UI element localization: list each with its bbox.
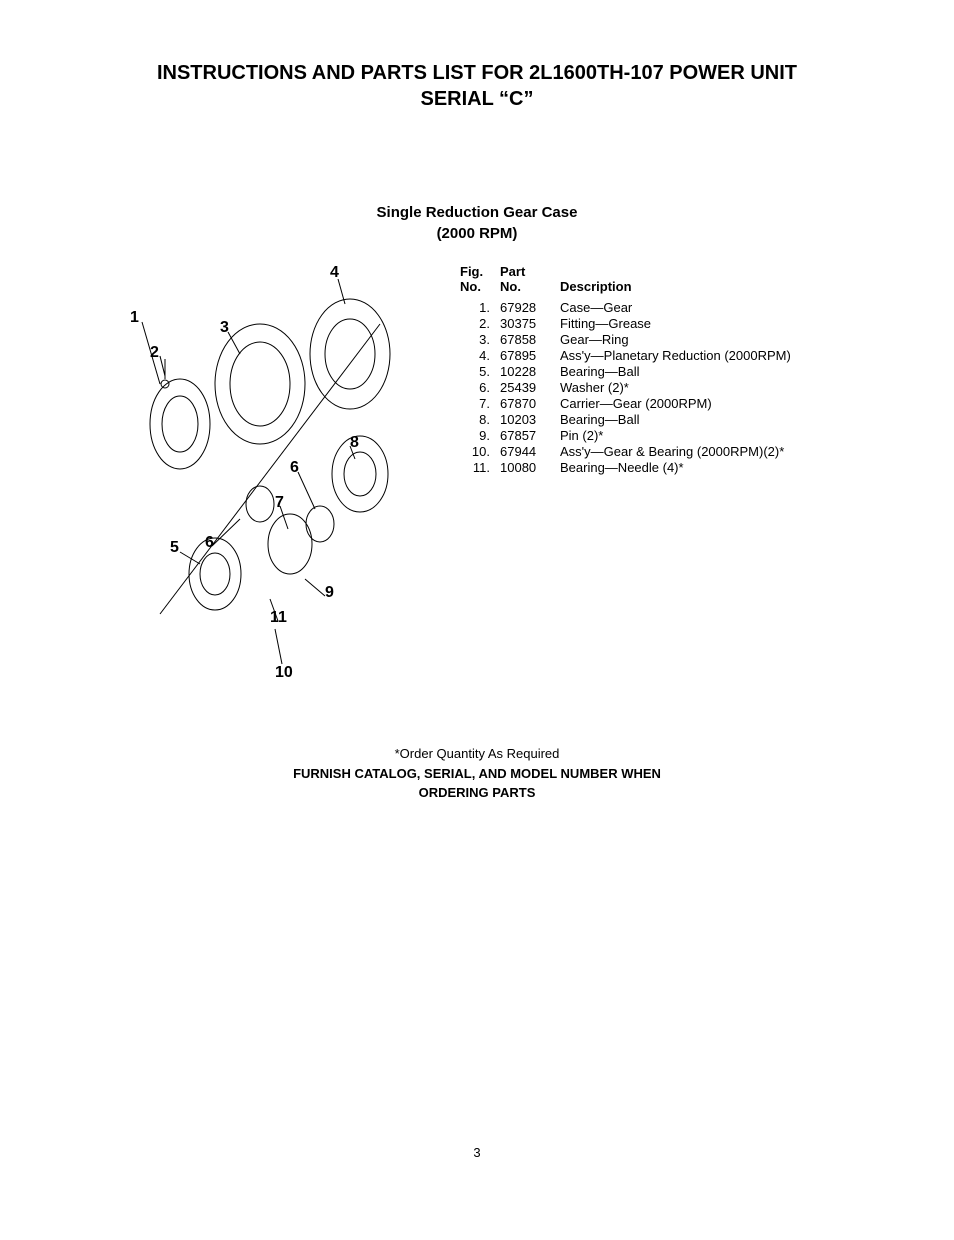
table-row: 8.10203Bearing—Ball — [460, 412, 801, 428]
diagram-callout: 10 — [275, 664, 293, 682]
col-header-part: PartNo. — [500, 264, 560, 300]
cell-fig: 9. — [460, 428, 500, 444]
diagram-callout: 2 — [150, 344, 159, 362]
table-row: 9.67857Pin (2)* — [460, 428, 801, 444]
cell-desc: Washer (2)* — [560, 380, 801, 396]
page-number: 3 — [120, 1145, 834, 1160]
cell-fig: 11. — [460, 460, 500, 476]
cell-fig: 1. — [460, 300, 500, 316]
cell-part: 25439 — [500, 380, 560, 396]
diagram-callout: 6 — [205, 534, 214, 552]
diagram-callout: 9 — [325, 584, 334, 602]
table-row: 11.10080Bearing—Needle (4)* — [460, 460, 801, 476]
diagram-callout: 5 — [170, 539, 179, 557]
col-header-desc: Description — [560, 264, 801, 300]
page-title: INSTRUCTIONS AND PARTS LIST FOR 2L1600TH… — [120, 60, 834, 112]
cell-desc: Ass'y—Planetary Reduction (2000RPM) — [560, 348, 801, 364]
cell-desc: Fitting—Grease — [560, 316, 801, 332]
table-row: 3.67858Gear—Ring — [460, 332, 801, 348]
cell-part: 67944 — [500, 444, 560, 460]
cell-part: 67895 — [500, 348, 560, 364]
table-row: 1.67928Case—Gear — [460, 300, 801, 316]
cell-fig: 7. — [460, 396, 500, 412]
cell-desc: Bearing—Ball — [560, 412, 801, 428]
diagram-callout: 3 — [220, 319, 229, 337]
cell-desc: Bearing—Needle (4)* — [560, 460, 801, 476]
diagram-callout: 4 — [330, 264, 339, 282]
cell-part: 67870 — [500, 396, 560, 412]
cell-desc: Carrier—Gear (2000RPM) — [560, 396, 801, 412]
cell-fig: 5. — [460, 364, 500, 380]
cell-part: 67858 — [500, 332, 560, 348]
cell-fig: 4. — [460, 348, 500, 364]
diagram-callout: 7 — [275, 494, 284, 512]
cell-part: 10080 — [500, 460, 560, 476]
cell-part: 10203 — [500, 412, 560, 428]
cell-fig: 6. — [460, 380, 500, 396]
parts-list-table: Fig.No. PartNo. Description 1.67928Case—… — [460, 264, 834, 476]
diagram-callout: 8 — [350, 434, 359, 452]
cell-fig: 10. — [460, 444, 500, 460]
cell-part: 30375 — [500, 316, 560, 332]
cell-part: 67928 — [500, 300, 560, 316]
cell-desc: Bearing—Ball — [560, 364, 801, 380]
section-title-line-1: Single Reduction Gear Case — [120, 202, 834, 223]
diagram-callout: 1 — [130, 309, 139, 327]
footnote-ordering-2: ORDERING PARTS — [120, 783, 834, 803]
exploded-diagram: 41328676591110 — [120, 264, 420, 684]
table-row: 5.10228Bearing—Ball — [460, 364, 801, 380]
title-line-2: SERIAL “C” — [120, 86, 834, 112]
diagram-callout: 11 — [270, 609, 287, 627]
section-title: Single Reduction Gear Case (2000 RPM) — [120, 202, 834, 244]
col-header-fig: Fig.No. — [460, 264, 500, 300]
title-line-1: INSTRUCTIONS AND PARTS LIST FOR 2L1600TH… — [120, 60, 834, 86]
footnote-qty: *Order Quantity As Required — [120, 744, 834, 764]
cell-desc: Pin (2)* — [560, 428, 801, 444]
cell-fig: 3. — [460, 332, 500, 348]
parts-list-body: 1.67928Case—Gear2.30375Fitting—Grease3.6… — [460, 300, 801, 476]
cell-fig: 2. — [460, 316, 500, 332]
cell-desc: Gear—Ring — [560, 332, 801, 348]
table-row: 7.67870Carrier—Gear (2000RPM) — [460, 396, 801, 412]
table-row: 2.30375Fitting—Grease — [460, 316, 801, 332]
footnote-ordering-1: FURNISH CATALOG, SERIAL, AND MODEL NUMBE… — [120, 764, 834, 784]
cell-part: 10228 — [500, 364, 560, 380]
cell-part: 67857 — [500, 428, 560, 444]
diagram-callout: 6 — [290, 459, 299, 477]
table-row: 10.67944Ass'y—Gear & Bearing (2000RPM)(2… — [460, 444, 801, 460]
footnotes: *Order Quantity As Required FURNISH CATA… — [120, 744, 834, 803]
table-row: 6.25439Washer (2)* — [460, 380, 801, 396]
cell-desc: Case—Gear — [560, 300, 801, 316]
section-title-line-2: (2000 RPM) — [120, 223, 834, 244]
cell-desc: Ass'y—Gear & Bearing (2000RPM)(2)* — [560, 444, 801, 460]
cell-fig: 8. — [460, 412, 500, 428]
table-row: 4.67895Ass'y—Planetary Reduction (2000RP… — [460, 348, 801, 364]
